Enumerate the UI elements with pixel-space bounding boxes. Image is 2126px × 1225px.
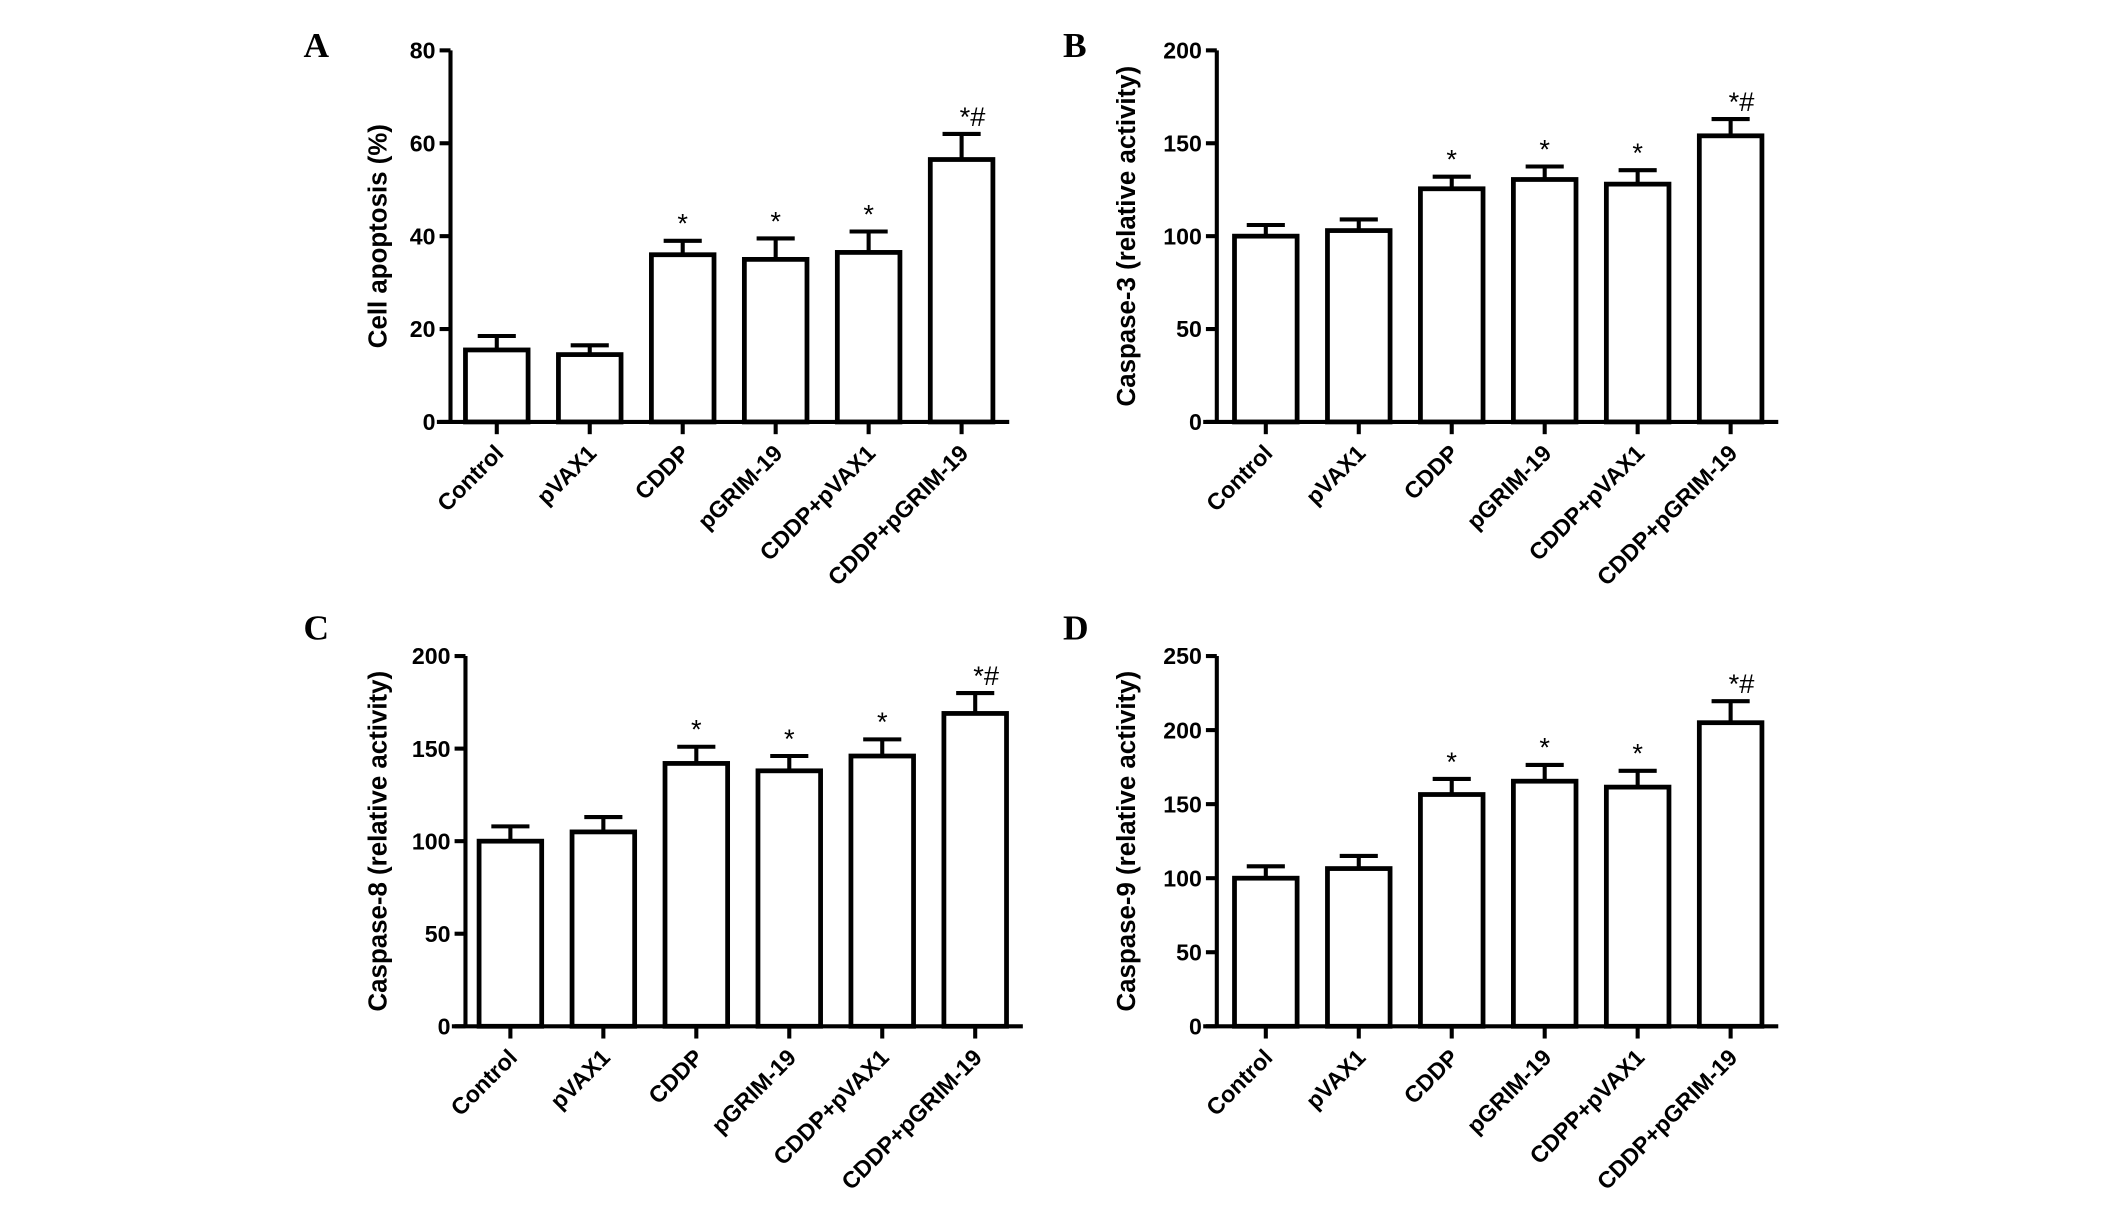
significance-marker: *# <box>1729 668 1755 699</box>
significance-marker: * <box>784 723 795 754</box>
bar-pvax1 <box>1325 228 1393 425</box>
significance-marker: * <box>1446 144 1457 175</box>
bar-cddp <box>1418 186 1486 425</box>
y-tick-label: 100 <box>1163 865 1202 891</box>
y-tick-label: 0 <box>1189 409 1202 435</box>
bar-cddp-pgrim-19 <box>1696 133 1765 425</box>
y-tick-label: 250 <box>1163 643 1202 669</box>
panel-D: D Caspase-9 (relative activity) 0 50 100 150 2… <box>1063 608 1779 1195</box>
y-tick-label: 200 <box>1163 38 1202 64</box>
y-axis-label: Caspase-9 (relative activity) <box>1113 671 1141 1012</box>
panel-A: A Cell apoptosis (%) 0 20 40 60 80 Control pVAX1… <box>304 25 1010 590</box>
y-tick-label: 50 <box>1176 316 1202 342</box>
y-tick-label: 50 <box>425 921 451 947</box>
significance-marker: * <box>1446 746 1457 777</box>
y-axis-label: Cell apoptosis (%) <box>365 124 393 348</box>
x-tick-label: CDDP <box>643 1044 708 1109</box>
y-tick-label: 150 <box>1163 791 1202 817</box>
bar-pvax1 <box>1325 866 1393 1029</box>
bar-pvax1 <box>556 352 624 425</box>
x-tick-label: pGRIM-19 <box>1462 440 1557 535</box>
bar-cddp-pgrim-19 <box>927 157 996 425</box>
panel-label: D <box>1063 608 1089 648</box>
significance-marker: * <box>863 198 874 229</box>
significance-marker: * <box>877 706 888 737</box>
x-tick-label: Control <box>446 1044 523 1121</box>
bar-pgrim-19 <box>755 768 823 1029</box>
bar-cddp-pvax1 <box>1603 181 1672 425</box>
bar-control <box>1232 875 1300 1029</box>
bar-pgrim-19 <box>741 256 810 425</box>
significance-marker: * <box>677 208 688 239</box>
bar-cddp <box>1418 792 1486 1029</box>
x-tick-label: pVAX1 <box>1301 440 1371 510</box>
x-tick-label: pVAX1 <box>545 1044 615 1114</box>
significance-marker: * <box>1632 137 1643 168</box>
bar-pgrim-19 <box>1511 177 1579 425</box>
y-tick-label: 200 <box>1163 717 1202 743</box>
significance-marker: *# <box>960 101 986 132</box>
significance-marker: * <box>1539 732 1550 763</box>
y-tick-label: 40 <box>410 223 436 249</box>
y-tick-label: 150 <box>412 736 451 762</box>
bar-cddp-pgrim-19 <box>1696 720 1765 1029</box>
bar-control <box>476 838 545 1029</box>
panel-B: B Caspase-3 (relative activity) 0 50 100 150 2… <box>1063 25 1779 590</box>
bar-cddp-pgrim-19 <box>941 711 1009 1029</box>
x-tick-label: CDDP <box>1399 1044 1464 1109</box>
x-tick-label: Control <box>432 440 509 517</box>
y-tick-label: 50 <box>1176 939 1202 965</box>
significance-marker: *# <box>1729 86 1755 117</box>
panel-label: B <box>1063 25 1087 65</box>
x-tick-label: Control <box>1201 440 1278 517</box>
bar-cddp <box>649 252 717 425</box>
panel-label: A <box>304 25 330 65</box>
x-tick-label: pVAX1 <box>532 440 602 510</box>
y-tick-label: 80 <box>410 38 436 64</box>
significance-marker: * <box>691 714 702 745</box>
x-tick-label: pGRIM-19 <box>1462 1044 1557 1139</box>
panel-C: C Caspase-8 (relative activity) 0 50 100 150 2… <box>304 608 1023 1195</box>
y-tick-label: 0 <box>438 1013 451 1039</box>
y-tick-label: 60 <box>410 130 436 156</box>
x-tick-label: Control <box>1201 1044 1278 1121</box>
bar-pgrim-19 <box>1511 778 1579 1029</box>
significance-marker: * <box>1632 738 1643 769</box>
y-tick-label: 0 <box>1189 1013 1202 1039</box>
bar-cddp-pvax1 <box>834 250 903 425</box>
y-tick-label: 100 <box>412 828 451 854</box>
significance-marker: *# <box>973 660 999 691</box>
x-tick-label: CDDP <box>630 440 695 505</box>
bar-control <box>463 347 531 425</box>
y-tick-label: 150 <box>1163 130 1202 156</box>
y-tick-label: 200 <box>412 643 451 669</box>
x-tick-label: pGRIM-19 <box>693 440 788 535</box>
panel-label: C <box>304 608 330 648</box>
y-tick-label: 20 <box>410 316 436 342</box>
y-tick-label: 0 <box>423 409 436 435</box>
y-axis-label: Caspase-3 (relative activity) <box>1113 66 1141 407</box>
significance-marker: * <box>1539 133 1550 164</box>
significance-marker: * <box>770 205 781 236</box>
y-axis-label: Caspase-8 (relative activity) <box>365 671 393 1012</box>
bar-cddp-pvax1 <box>848 753 916 1029</box>
bar-cddp <box>662 761 731 1029</box>
bar-control <box>1232 233 1300 425</box>
y-tick-label: 100 <box>1163 223 1202 249</box>
x-tick-label: pVAX1 <box>1301 1044 1371 1114</box>
x-tick-label: pGRIM-19 <box>706 1044 801 1139</box>
bar-pvax1 <box>569 829 638 1029</box>
x-tick-label: CDDP <box>1399 440 1464 505</box>
bar-cdpp-pvax1 <box>1603 784 1672 1029</box>
